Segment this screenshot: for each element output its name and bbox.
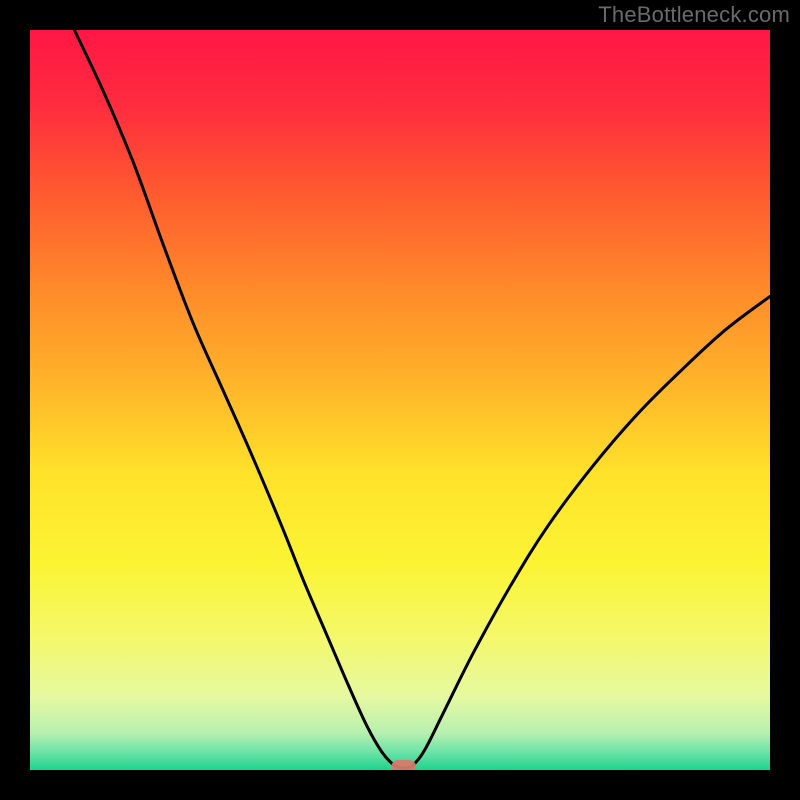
chart-stage: TheBottleneck.com xyxy=(0,0,800,800)
plot-background xyxy=(30,30,770,770)
chart-svg xyxy=(0,0,800,800)
watermark-text: TheBottleneck.com xyxy=(598,2,790,28)
